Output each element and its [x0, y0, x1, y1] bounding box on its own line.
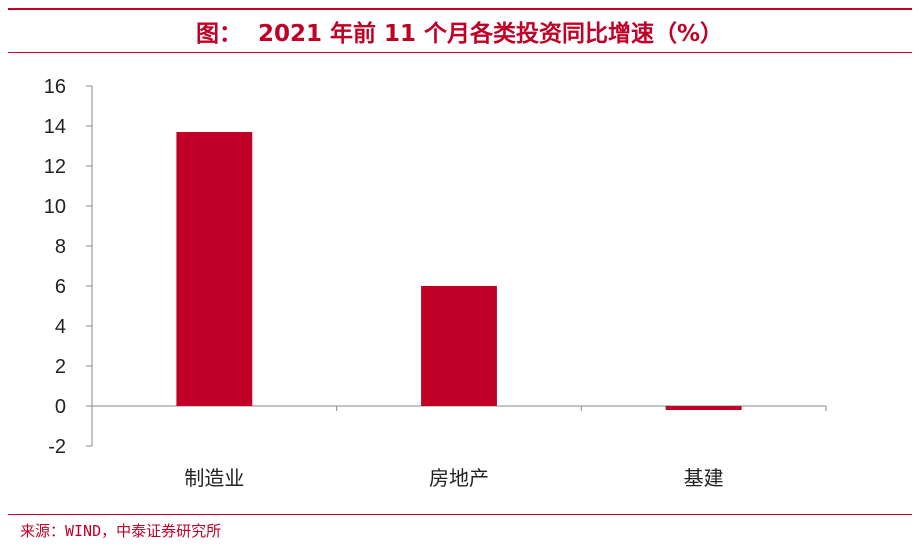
bar-2 [421, 286, 497, 406]
title-rule [8, 52, 912, 53]
chart-title: 图： 2021 年前 11 个月各类投资同比增速（%） [0, 14, 919, 48]
x-category-label: 制造业 [184, 466, 244, 490]
y-tick-label: 0 [55, 396, 66, 418]
bar-1 [176, 132, 253, 406]
y-tick-label: 4 [55, 316, 66, 338]
y-tick-label: 8 [55, 236, 66, 258]
y-tick-label: 2 [55, 356, 66, 378]
y-tick-label: 14 [44, 116, 66, 138]
y-tick-label: 6 [55, 276, 66, 298]
bar-3 [665, 406, 742, 410]
x-category-label: 基建 [684, 466, 724, 490]
y-tick-label: -2 [48, 436, 66, 458]
bottom-rule [8, 514, 912, 515]
y-tick-label: 16 [44, 76, 66, 98]
x-category-label: 房地产 [429, 466, 489, 490]
y-tick-label: 10 [44, 196, 66, 218]
y-tick-label: 12 [44, 156, 66, 178]
figure-label: 图： [195, 21, 242, 47]
source-note: 来源：WIND，中泰证券研究所 [20, 522, 222, 540]
top-rule [8, 8, 912, 10]
title-text: 2021 年前 11 个月各类投资同比增速（%） [257, 21, 724, 47]
